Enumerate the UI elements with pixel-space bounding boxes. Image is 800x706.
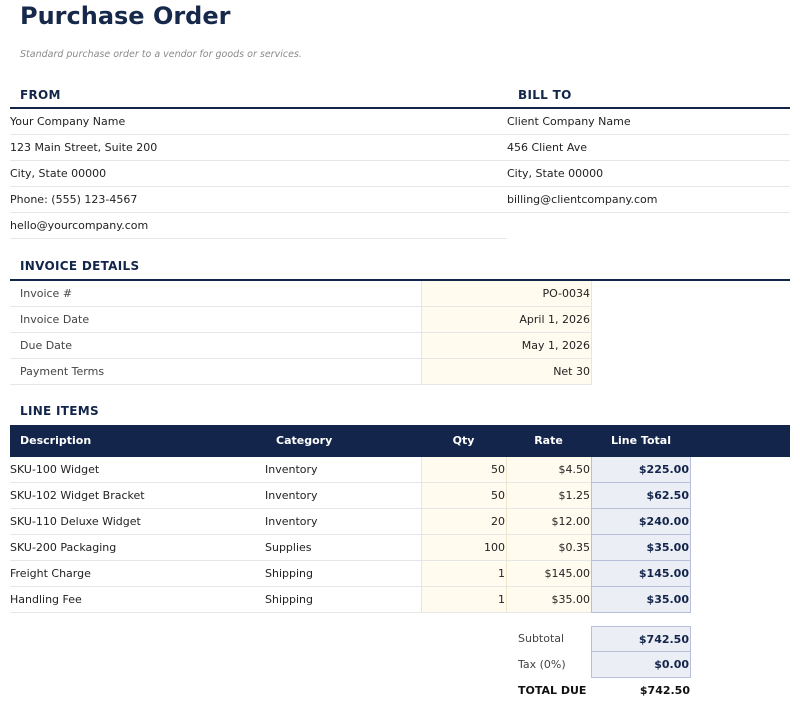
rate: $12.00	[506, 509, 591, 535]
total-value: $0.00	[591, 652, 691, 678]
section-heading: LINE ITEMS	[20, 404, 99, 418]
qty: 50	[421, 457, 506, 483]
rate: $0.35	[506, 535, 591, 561]
qty: 1	[421, 587, 506, 613]
section-heading: INVOICE DETAILS	[20, 259, 140, 273]
detail-value: Net 30	[421, 359, 592, 385]
column-header: Rate	[534, 434, 563, 447]
column-header: Line Total	[611, 434, 671, 447]
qty: 1	[421, 561, 506, 587]
bill-to-line: billing@clientcompany.com	[507, 187, 790, 213]
section-heading: FROM	[20, 88, 61, 102]
description: SKU-102 Widget Bracket	[10, 483, 265, 509]
subtitle: Standard purchase order to a vendor for …	[20, 49, 302, 60]
detail-label: Invoice Date	[10, 307, 421, 333]
line-total: $145.00	[591, 561, 691, 587]
from-line: hello@yourcompany.com	[10, 213, 507, 239]
bill-to-line: City, State 00000	[507, 161, 790, 187]
rate: $4.50	[506, 457, 591, 483]
qty: 20	[421, 509, 506, 535]
detail-label: Due Date	[10, 333, 421, 359]
description: SKU-200 Packaging	[10, 535, 265, 561]
qty: 50	[421, 483, 506, 509]
total-label: Tax (0%)	[518, 658, 566, 671]
total-value: $742.50	[639, 684, 690, 697]
category: Shipping	[265, 587, 421, 613]
line-total: $35.00	[591, 587, 691, 613]
line-total: $62.50	[591, 483, 691, 509]
total-label: TOTAL DUE	[518, 684, 587, 697]
from-line: Your Company Name	[10, 109, 507, 135]
rate: $145.00	[506, 561, 591, 587]
category: Supplies	[265, 535, 421, 561]
column-header: Qty	[452, 434, 475, 447]
category: Inventory	[265, 509, 421, 535]
from-line: City, State 00000	[10, 161, 507, 187]
rate: $1.25	[506, 483, 591, 509]
section-heading: BILL TO	[518, 88, 572, 102]
total-label: Subtotal	[518, 632, 565, 645]
from-line: 123 Main Street, Suite 200	[10, 135, 507, 161]
line-total: $240.00	[591, 509, 691, 535]
description: SKU-110 Deluxe Widget	[10, 509, 265, 535]
description: Handling Fee	[10, 587, 265, 613]
detail-value: PO-0034	[421, 281, 592, 307]
detail-value: May 1, 2026	[421, 333, 592, 359]
rule	[10, 107, 790, 109]
rate: $35.00	[506, 587, 591, 613]
detail-label: Payment Terms	[10, 359, 421, 385]
table-header	[10, 425, 790, 457]
column-header: Category	[276, 434, 333, 447]
detail-value: April 1, 2026	[421, 307, 592, 333]
line-total: $225.00	[591, 457, 691, 483]
rule	[10, 279, 790, 281]
title: Purchase Order	[20, 2, 231, 30]
bill-to-line: Client Company Name	[507, 109, 790, 135]
qty: 100	[421, 535, 506, 561]
category: Inventory	[265, 483, 421, 509]
description: Freight Charge	[10, 561, 265, 587]
column-header: Description	[20, 434, 92, 447]
line-total: $35.00	[591, 535, 691, 561]
total-value: $742.50	[591, 626, 691, 652]
bill-to-line: 456 Client Ave	[507, 135, 790, 161]
category: Shipping	[265, 561, 421, 587]
from-line: Phone: (555) 123-4567	[10, 187, 507, 213]
category: Inventory	[265, 457, 421, 483]
description: SKU-100 Widget	[10, 457, 265, 483]
detail-label: Invoice #	[10, 281, 421, 307]
